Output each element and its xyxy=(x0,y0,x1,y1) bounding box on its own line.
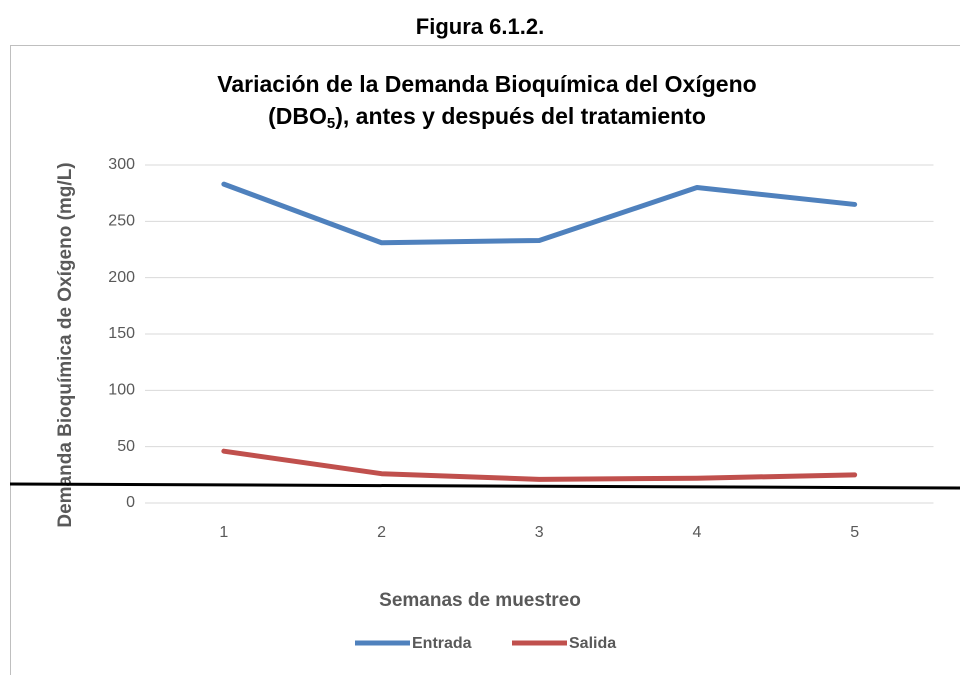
y-tick-label: 250 xyxy=(108,213,135,230)
x-tick-label: 3 xyxy=(535,524,544,541)
y-tick-label: 0 xyxy=(126,494,135,511)
x-tick-label: 2 xyxy=(377,524,386,541)
title-part: ), antes y después del tratamiento xyxy=(335,103,706,129)
data-line xyxy=(221,448,858,482)
annotation-line xyxy=(9,482,960,490)
x-axis-title: Semanas de muestreo xyxy=(379,590,581,611)
y-axis-title: Demanda Bioquímica de Oxígeno (mg/L) xyxy=(55,162,76,527)
title-subscript: 5 xyxy=(327,115,335,132)
y-tick-label: 300 xyxy=(108,156,135,173)
legend-label: Entrada xyxy=(412,635,472,652)
x-tick-label: 5 xyxy=(850,524,859,541)
y-tick-label: 50 xyxy=(117,438,135,455)
data-line xyxy=(221,181,858,246)
plot-area: 0 50 100 150 200 250 300 1 2 3 4 5 xyxy=(108,156,934,541)
legend-label: Salida xyxy=(569,635,616,652)
y-tick-label: 200 xyxy=(108,269,135,286)
figure-caption: Figura 6.1.2. xyxy=(416,14,544,39)
title-part: (DBO xyxy=(268,103,327,129)
y-tick-label: 150 xyxy=(108,325,135,342)
chart-title: (DBO5), antes y después del tratamiento xyxy=(268,103,706,132)
chart-title: Variación de la Demanda Bioquímica del O… xyxy=(217,71,756,97)
y-tick-label: 100 xyxy=(108,382,135,399)
chart-border xyxy=(10,45,960,675)
x-tick-label: 1 xyxy=(219,524,228,541)
x-tick-label: 4 xyxy=(692,524,701,541)
